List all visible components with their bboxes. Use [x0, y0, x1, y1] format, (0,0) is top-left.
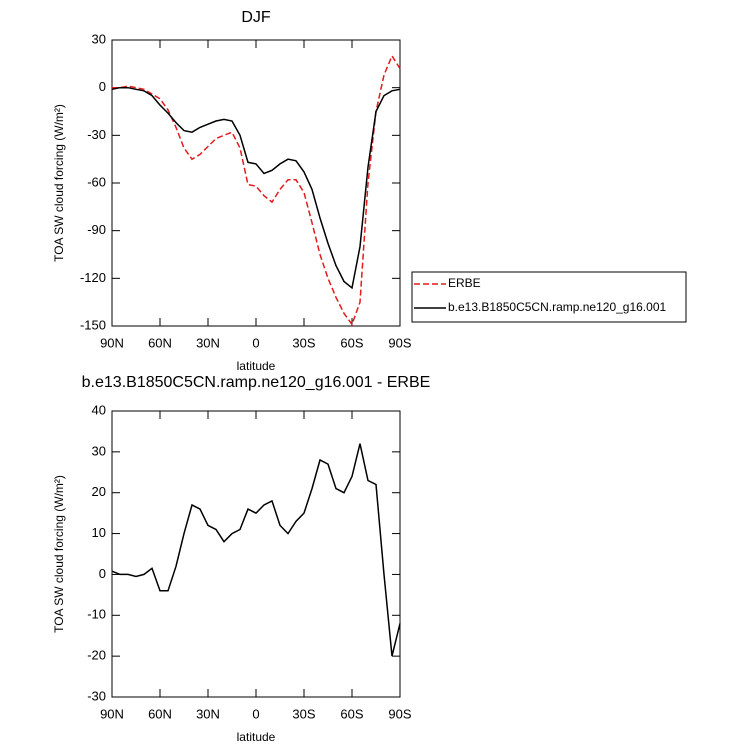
x-tick-label: 30S [292, 335, 315, 350]
y-tick-label: 30 [92, 443, 106, 458]
y-tick-label: 30 [92, 31, 106, 46]
x-tick-label: 90N [100, 706, 124, 721]
data-line [112, 54, 401, 326]
x-tick-label: 90S [388, 335, 411, 350]
legend-label: ERBE [448, 276, 481, 290]
x-tick-label: 0 [252, 706, 259, 721]
x-tick-label: 30S [292, 706, 315, 721]
x-tick-label: 30N [196, 335, 220, 350]
x-tick-label: 60N [148, 706, 172, 721]
x-axis-label: latitude [237, 359, 276, 373]
plot-frame [111, 39, 401, 327]
y-tick-label: 10 [92, 525, 106, 540]
x-axis-label: latitude [237, 730, 276, 744]
y-tick-label: 0 [99, 79, 106, 94]
x-tick-label: 60N [148, 335, 172, 350]
data-line [111, 86, 401, 290]
x-tick-label: 60S [340, 335, 363, 350]
x-tick-label: 90S [388, 706, 411, 721]
y-tick-label: -120 [80, 270, 106, 285]
legend-label: b.e13.B1850C5CN.ramp.ne120_g16.001 [448, 300, 666, 314]
data-line [111, 443, 401, 657]
legend-box [411, 271, 687, 323]
y-tick-label: -30 [87, 688, 106, 703]
y-tick-label: -20 [87, 648, 106, 663]
y-tick-label: -90 [87, 222, 106, 237]
y-tick-label: 20 [92, 484, 106, 499]
y-tick-label: 0 [99, 566, 106, 581]
x-tick-label: 30N [196, 706, 220, 721]
chart-title: DJF [241, 9, 271, 26]
y-tick-label: 40 [92, 402, 106, 417]
x-tick-label: 90N [100, 335, 124, 350]
x-tick-label: 60S [340, 706, 363, 721]
y-tick-label: -10 [87, 607, 106, 622]
y-tick-label: -150 [80, 317, 106, 332]
y-tick-label: -60 [87, 174, 106, 189]
y-tick-label: -30 [87, 127, 106, 142]
y-axis-label: TOA SW cloud forcing (W/m²) [52, 104, 66, 262]
chart-title: b.e13.B1850C5CN.ramp.ne120_g16.001 - ERB… [82, 374, 431, 391]
y-axis-label: TOA SW cloud forcing (W/m²) [52, 475, 66, 633]
x-tick-label: 0 [252, 335, 259, 350]
